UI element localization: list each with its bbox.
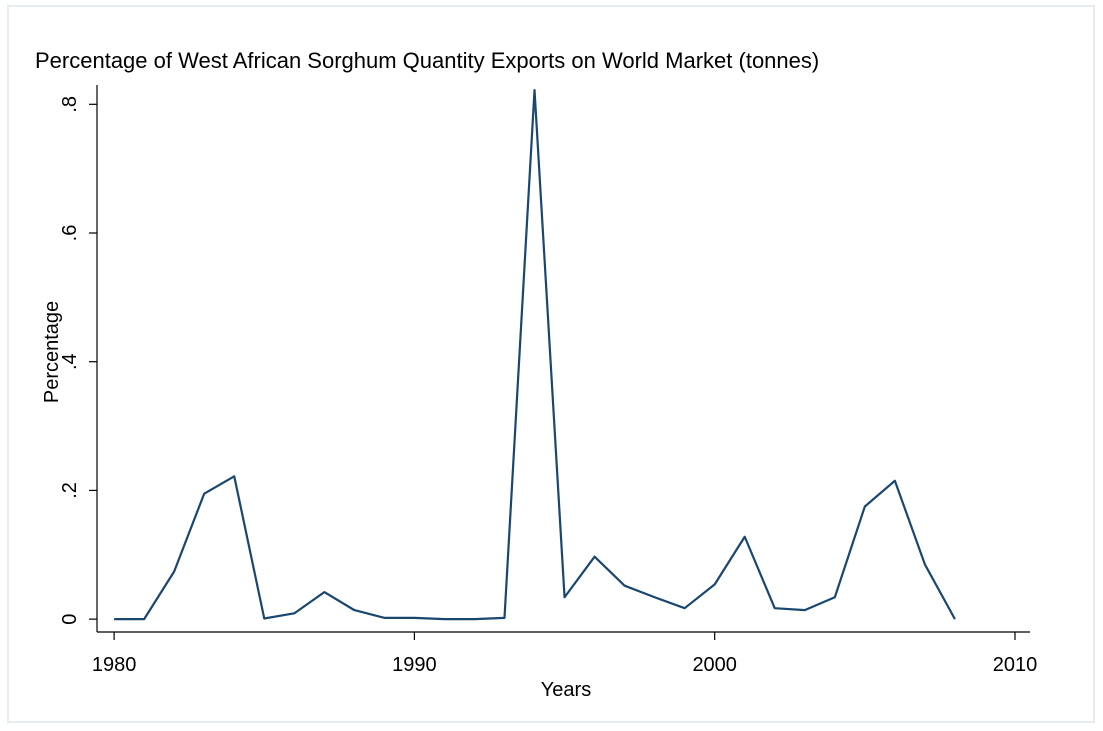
y-tick-label: .4: [59, 353, 81, 370]
y-tick-label: .6: [59, 225, 81, 242]
x-axis-title: Years: [541, 679, 591, 701]
y-axis-title: Percentage: [41, 301, 63, 403]
x-tick-label: 2010: [993, 654, 1038, 676]
y-tick-label: .8: [59, 96, 81, 113]
x-tick-label: 1990: [392, 654, 437, 676]
chart-title: Percentage of West African Sorghum Quant…: [35, 48, 819, 73]
data-line: [114, 89, 956, 621]
y-tick-label: .2: [59, 482, 81, 499]
x-tick-label: 1980: [92, 654, 137, 676]
y-tick-label: 0: [59, 614, 81, 625]
x-tick-label: 2000: [692, 654, 737, 676]
